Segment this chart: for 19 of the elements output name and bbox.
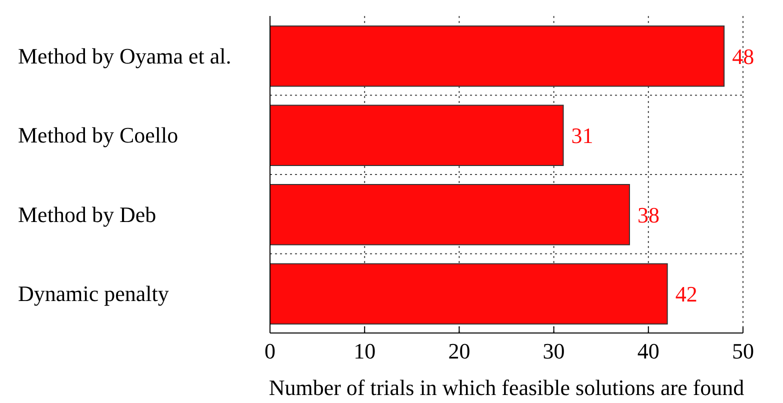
x-axis-title: Number of trials in which feasible solutions are found xyxy=(268,375,744,400)
x-tick-label: 30 xyxy=(542,338,565,364)
bar xyxy=(270,104,564,166)
data-label: 42 xyxy=(675,282,698,307)
y-tick-label: Method by Coello xyxy=(18,122,178,148)
x-tick-label: 40 xyxy=(637,338,660,364)
data-label: 31 xyxy=(571,123,594,148)
bar xyxy=(270,263,668,324)
bar xyxy=(270,26,725,87)
x-tick-label: 10 xyxy=(354,338,376,364)
x-tick-label: 20 xyxy=(448,338,470,364)
x-tick-label: 50 xyxy=(732,338,754,364)
y-tick-label: Method by Oyama et al. xyxy=(18,43,232,68)
x-tick-label: 0 xyxy=(264,338,276,364)
bar xyxy=(270,184,630,246)
data-label: 48 xyxy=(732,44,754,69)
y-tick-label: Dynamic penalty xyxy=(18,281,169,306)
data-label: 38 xyxy=(637,202,660,228)
y-tick-label: Method by Deb xyxy=(18,202,156,227)
